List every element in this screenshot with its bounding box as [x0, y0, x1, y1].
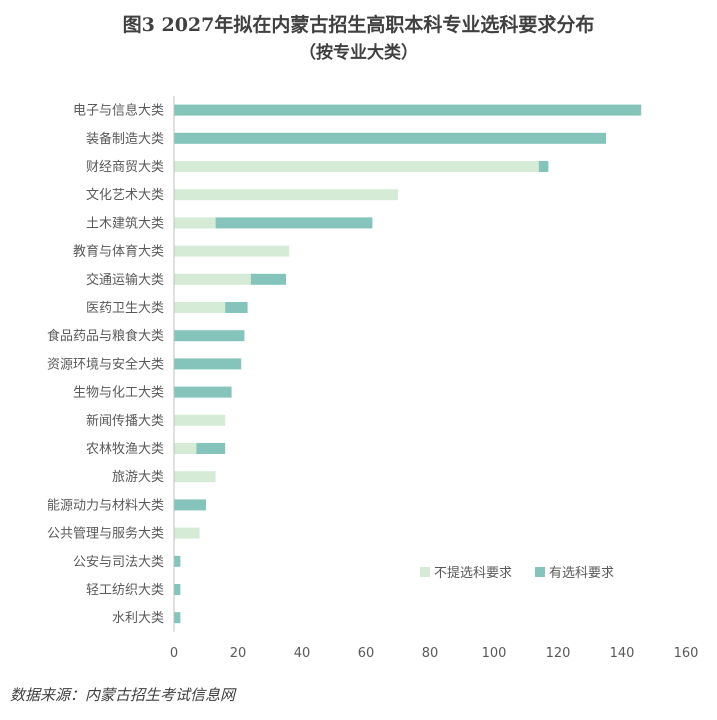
bar-has-requirement-9 — [174, 358, 242, 370]
bar-has-requirement-12 — [196, 443, 226, 454]
category-label: 轻工纺织大类 — [86, 583, 164, 598]
x-tick-label: 80 — [422, 646, 439, 661]
category-label: 农林牧渔大类 — [86, 442, 164, 457]
bar-no-requirement-13 — [174, 471, 216, 483]
bar-has-requirement-8 — [174, 330, 245, 342]
bar-no-requirement-2 — [174, 161, 539, 172]
x-tick-label: 20 — [230, 646, 247, 661]
category-label: 装备制造大类 — [86, 131, 164, 147]
legend-label-has-requirement: 有选科要求 — [549, 566, 614, 581]
bar-has-requirement-14 — [174, 499, 206, 511]
legend: 不提选科要求 有选科要求 — [420, 565, 614, 581]
bar-has-requirement-4 — [215, 217, 373, 229]
category-label: 交通运输大类 — [86, 272, 164, 288]
bar-no-requirement-5 — [174, 245, 290, 257]
category-label: 能源动力与材料大类 — [47, 498, 164, 513]
x-tick-labels: 0 20 40 60 80 100 120 140 160 — [170, 646, 699, 661]
bar-no-requirement-6 — [174, 273, 251, 285]
category-label: 文化艺术大类 — [86, 188, 164, 203]
chart-title: 图3 2027年拟在内蒙古招生高职本科专业选科要求分布 — [122, 14, 595, 36]
chart-subtitle: （按专业大类） — [299, 43, 418, 63]
bar-has-requirement-1 — [174, 132, 606, 144]
bar-has-requirement-2 — [538, 161, 549, 172]
category-label: 资源环境与安全大类 — [47, 356, 164, 372]
bars-group — [174, 104, 642, 624]
category-label: 教育与体育大类 — [73, 244, 164, 260]
x-tick-label: 0 — [170, 646, 178, 661]
bar-has-requirement-18 — [174, 612, 181, 624]
bar-has-requirement-0 — [174, 104, 642, 116]
legend-swatch-no-requirement — [420, 567, 430, 577]
category-label: 公共管理与服务大类 — [47, 526, 164, 542]
legend-label-no-requirement: 不提选科要求 — [434, 565, 512, 581]
bar-has-requirement-16 — [174, 555, 181, 567]
category-label: 医药卫生大类 — [86, 301, 164, 316]
bar-no-requirement-7 — [174, 302, 226, 313]
bar-no-requirement-3 — [174, 189, 398, 201]
x-tick-label: 120 — [546, 646, 571, 661]
category-label: 生物与化工大类 — [73, 386, 164, 401]
source-note: 数据来源：内蒙古招生考试信息网 — [10, 686, 236, 704]
category-label: 旅游大类 — [112, 470, 164, 485]
category-labels: 电子与信息大类装备制造大类财经商贸大类文化艺术大类土木建筑大类教育与体育大类交通… — [47, 103, 164, 627]
bar-has-requirement-6 — [250, 273, 286, 285]
bar-no-requirement-11 — [174, 414, 226, 426]
x-tick-label: 40 — [294, 646, 311, 661]
category-label: 食品药品与粮食大类 — [47, 328, 164, 344]
category-label: 水利大类 — [112, 611, 164, 626]
bar-chart: 电子与信息大类装备制造大类财经商贸大类文化艺术大类土木建筑大类教育与体育大类交通… — [47, 96, 699, 661]
x-tick-label: 100 — [482, 646, 507, 661]
category-label: 电子与信息大类 — [73, 103, 164, 119]
category-label: 土木建筑大类 — [86, 215, 164, 231]
x-tick-label: 160 — [674, 646, 699, 661]
bar-has-requirement-10 — [174, 386, 232, 398]
category-label: 财经商贸大类 — [86, 160, 164, 175]
bar-no-requirement-15 — [174, 527, 200, 539]
bar-has-requirement-17 — [174, 584, 181, 595]
category-label: 公安与司法大类 — [73, 555, 164, 570]
category-label: 新闻传播大类 — [86, 413, 164, 429]
bar-has-requirement-7 — [225, 302, 248, 313]
x-tick-label: 140 — [610, 646, 635, 661]
legend-swatch-has-requirement — [535, 567, 545, 577]
x-tick-label: 60 — [358, 646, 375, 661]
bar-no-requirement-4 — [174, 217, 216, 229]
bar-no-requirement-12 — [174, 443, 197, 454]
